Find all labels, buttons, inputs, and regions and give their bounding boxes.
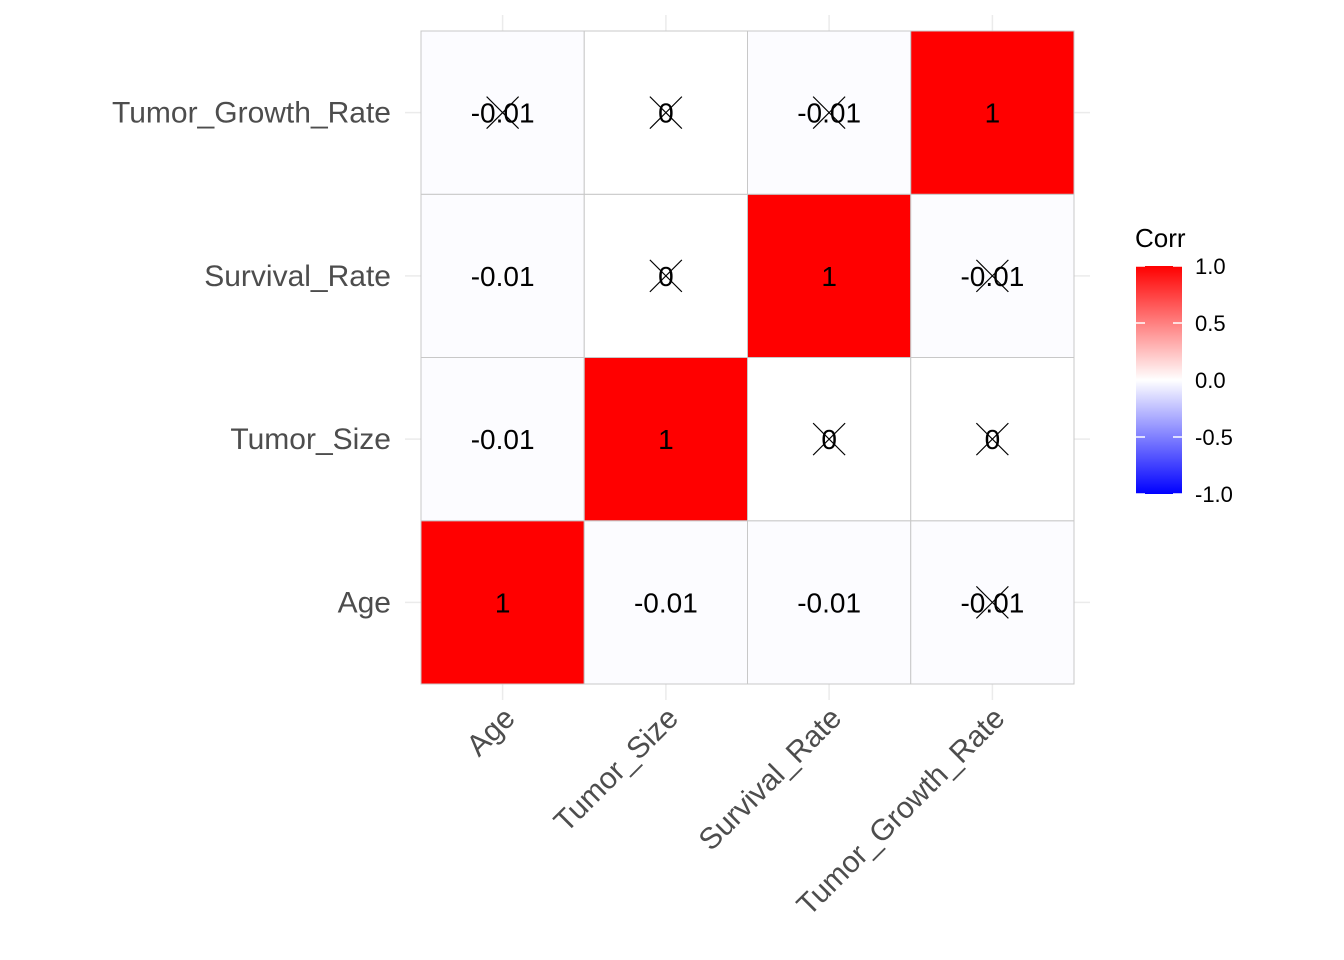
- x-tick-label-tumor-size: Tumor_Size: [548, 702, 685, 839]
- legend-title: Corr: [1135, 223, 1186, 253]
- cross-mark-b-survival-rate-tumor-growth-rate: [812, 96, 846, 130]
- cell-tumor-growth-rate-tumor-growth-rate: [910, 30, 1075, 195]
- cell-label-survival-rate-survival-rate: 1: [821, 261, 837, 292]
- cross-mark-b-tumor-size-survival-rate: [649, 259, 683, 293]
- legend-tick-label-0: 1.0: [1195, 254, 1226, 279]
- legend-tick-label-3: -0.5: [1195, 425, 1233, 450]
- cell-survival-rate-age: [747, 520, 912, 685]
- y-tick-label-tumor-size: Tumor_Size: [230, 423, 391, 456]
- cell-label-survival-rate-age: -0.01: [797, 587, 861, 618]
- cell-label-age-age: 1: [495, 587, 511, 618]
- legend-tick-label-2: 0.0: [1195, 368, 1226, 393]
- cell-label-age-survival-rate: -0.01: [471, 261, 535, 292]
- y-tick-label-age: Age: [338, 586, 391, 619]
- cell-survival-rate-survival-rate: [747, 193, 912, 358]
- cell-tumor-size-age: [583, 520, 748, 685]
- cross-mark-b-tumor-growth-rate-tumor-size: [975, 422, 1009, 456]
- x-tick-label-age: Age: [460, 702, 521, 763]
- cell-label-tumor-growth-rate-tumor-growth-rate: 1: [985, 98, 1001, 129]
- y-tick-label-tumor-growth-rate: Tumor_Growth_Rate: [112, 97, 391, 130]
- cross-mark-b-survival-rate-tumor-size: [812, 422, 846, 456]
- x-tick-label-survival-rate: Survival_Rate: [693, 702, 848, 857]
- cell-label-age-tumor-size: -0.01: [471, 424, 535, 455]
- cross-mark-b-tumor-size-tumor-growth-rate: [649, 96, 683, 130]
- cell-labels: 1-0.01-0.01-0.01-0.01100-0.0101-0.01-0.0…: [471, 96, 1024, 619]
- y-tick-label-survival-rate: Survival_Rate: [204, 260, 391, 293]
- cell-label-tumor-size-tumor-size: 1: [658, 424, 674, 455]
- cross-mark-b-tumor-growth-rate-survival-rate: [975, 259, 1009, 293]
- legend: Corr 1.0 0.5 0.0 -0.5 -1.0: [1135, 223, 1233, 507]
- heatmap-cells: [420, 30, 1075, 685]
- legend-tick-label-4: -1.0: [1195, 482, 1233, 507]
- cell-tumor-size-tumor-size: [583, 357, 748, 522]
- cell-label-tumor-size-age: -0.01: [634, 587, 698, 618]
- cell-age-age: [420, 520, 585, 685]
- cross-mark-b-age-tumor-growth-rate: [486, 96, 520, 130]
- cross-mark-b-tumor-growth-rate-age: [975, 585, 1009, 619]
- legend-tick-label-1: 0.5: [1195, 311, 1226, 336]
- cell-age-survival-rate: [420, 193, 585, 358]
